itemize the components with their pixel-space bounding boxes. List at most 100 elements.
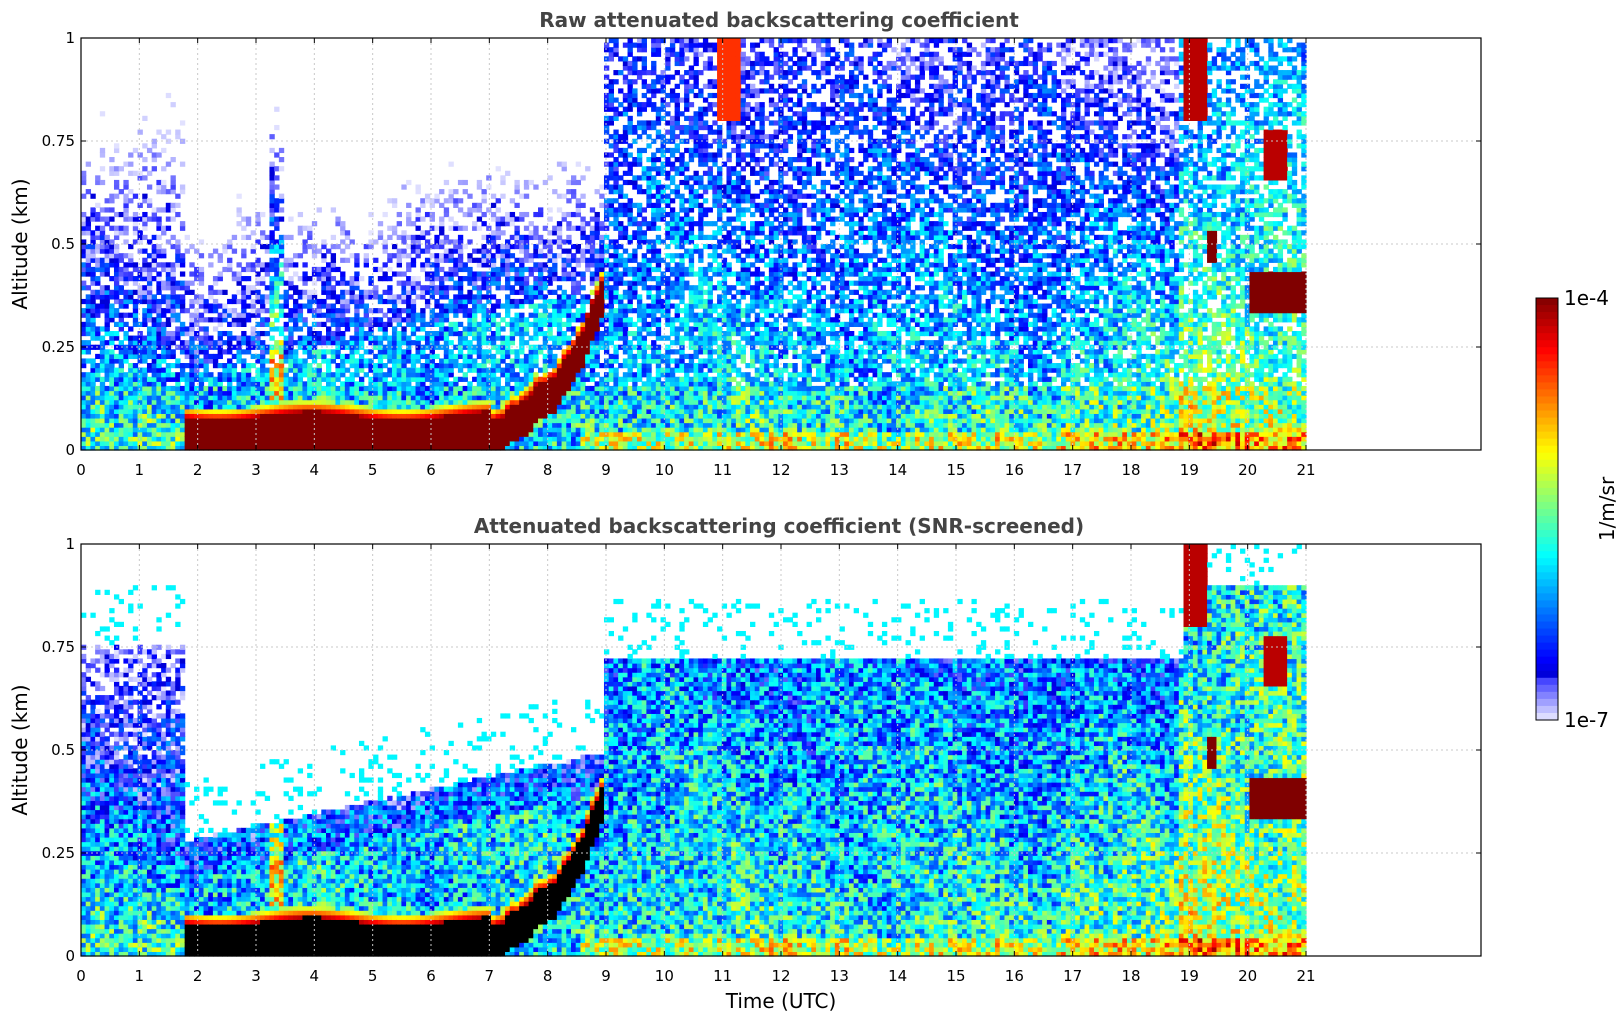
heatmap-cell (613, 271, 618, 276)
heatmap-cell (514, 299, 519, 304)
heatmap-cell (491, 262, 496, 267)
heatmap-cell (458, 349, 463, 354)
heatmap-cell (335, 400, 340, 405)
heatmap-cell (392, 349, 397, 354)
heatmap-cell (580, 363, 585, 368)
heatmap-cell (547, 409, 552, 414)
heatmap-cell (632, 308, 637, 313)
heatmap-cell (335, 368, 340, 373)
heatmap-cell (156, 381, 161, 386)
heatmap-cell (430, 441, 435, 446)
heatmap-cell (463, 180, 468, 185)
heatmap-cell (538, 386, 543, 391)
heatmap-cell (496, 267, 501, 272)
heatmap-cell (260, 304, 265, 309)
heatmap-cell (279, 436, 284, 441)
heatmap-cell (90, 381, 95, 386)
heatmap-cell (463, 244, 468, 249)
heatmap-cell (114, 354, 119, 359)
heatmap-cell (378, 418, 383, 423)
heatmap-cell (142, 413, 147, 418)
heatmap-cell (571, 390, 576, 395)
heatmap-cell (199, 313, 204, 318)
heatmap-cell (114, 377, 119, 382)
heatmap-cell (637, 441, 642, 446)
heatmap-cell (123, 230, 128, 235)
heatmap-cell (552, 413, 557, 418)
heatmap-cell (416, 436, 421, 441)
heatmap-cell (288, 400, 293, 405)
heatmap-cell (580, 340, 585, 345)
heatmap-cell (156, 281, 161, 286)
heatmap-cell (213, 381, 218, 386)
heatmap-cell (552, 322, 557, 327)
heatmap-cell (293, 418, 298, 423)
heatmap-cell (434, 267, 439, 272)
heatmap-cell (632, 441, 637, 446)
heatmap-cell (613, 404, 618, 409)
heatmap-cell (547, 354, 552, 359)
heatmap-cell (632, 43, 637, 48)
heatmap-cell (189, 409, 194, 414)
heatmap-cell (340, 249, 345, 254)
heatmap-cell (161, 249, 166, 254)
heatmap-cell (477, 276, 482, 281)
heatmap-cell (114, 299, 119, 304)
heatmap-cell (274, 249, 279, 254)
heatmap-cell (218, 271, 223, 276)
heatmap-cell (161, 166, 166, 171)
heatmap-cell (109, 404, 114, 409)
heatmap-cell (604, 363, 609, 368)
heatmap-cell (95, 212, 100, 217)
heatmap-cell (420, 423, 425, 428)
heatmap-cell (241, 358, 246, 363)
heatmap-cell (86, 377, 91, 382)
heatmap-cell (444, 432, 449, 437)
heatmap-cell (481, 363, 486, 368)
heatmap-cell (595, 432, 600, 437)
heatmap-cell (618, 432, 623, 437)
heatmap-cell (86, 217, 91, 222)
heatmap-cell (180, 120, 185, 125)
heatmap-cell (566, 377, 571, 382)
heatmap-cell (576, 290, 581, 295)
heatmap-cell (218, 349, 223, 354)
heatmap-cell (194, 271, 199, 276)
heatmap-cell (119, 226, 124, 231)
heatmap-cell (222, 368, 227, 373)
heatmap-cell (514, 281, 519, 286)
heatmap-cell (227, 262, 232, 267)
heatmap-cell (321, 253, 326, 258)
heatmap-cell (152, 336, 157, 341)
heatmap-cell (519, 212, 524, 217)
heatmap-cell (95, 409, 100, 414)
heatmap-cell (331, 386, 336, 391)
heatmap-cell (632, 285, 637, 290)
heatmap-cell (152, 427, 157, 432)
heatmap-cell (557, 390, 562, 395)
heatmap-cell (491, 281, 496, 286)
heatmap-cell (566, 258, 571, 263)
heatmap-cell (496, 441, 501, 446)
heatmap-cell (284, 349, 289, 354)
heatmap-cell (378, 267, 383, 272)
heatmap-cell (199, 432, 204, 437)
heatmap-cell (392, 363, 397, 368)
heatmap-cell (481, 358, 486, 363)
heatmap-cell (557, 230, 562, 235)
heatmap-cell (152, 349, 157, 354)
heatmap-cell (95, 290, 100, 295)
heatmap-cell (477, 377, 482, 382)
heatmap-cell (613, 267, 618, 272)
heatmap-cell (623, 404, 628, 409)
heatmap-cell (194, 331, 199, 336)
heatmap-cell (406, 262, 411, 267)
heatmap-cell (604, 43, 609, 48)
heatmap-cell (123, 436, 128, 441)
heatmap-cell (552, 313, 557, 318)
heatmap-cell (420, 336, 425, 341)
heatmap-cell (449, 271, 454, 276)
heatmap-cell (109, 308, 114, 313)
heatmap-cell (519, 441, 524, 446)
heatmap-cell (90, 390, 95, 395)
